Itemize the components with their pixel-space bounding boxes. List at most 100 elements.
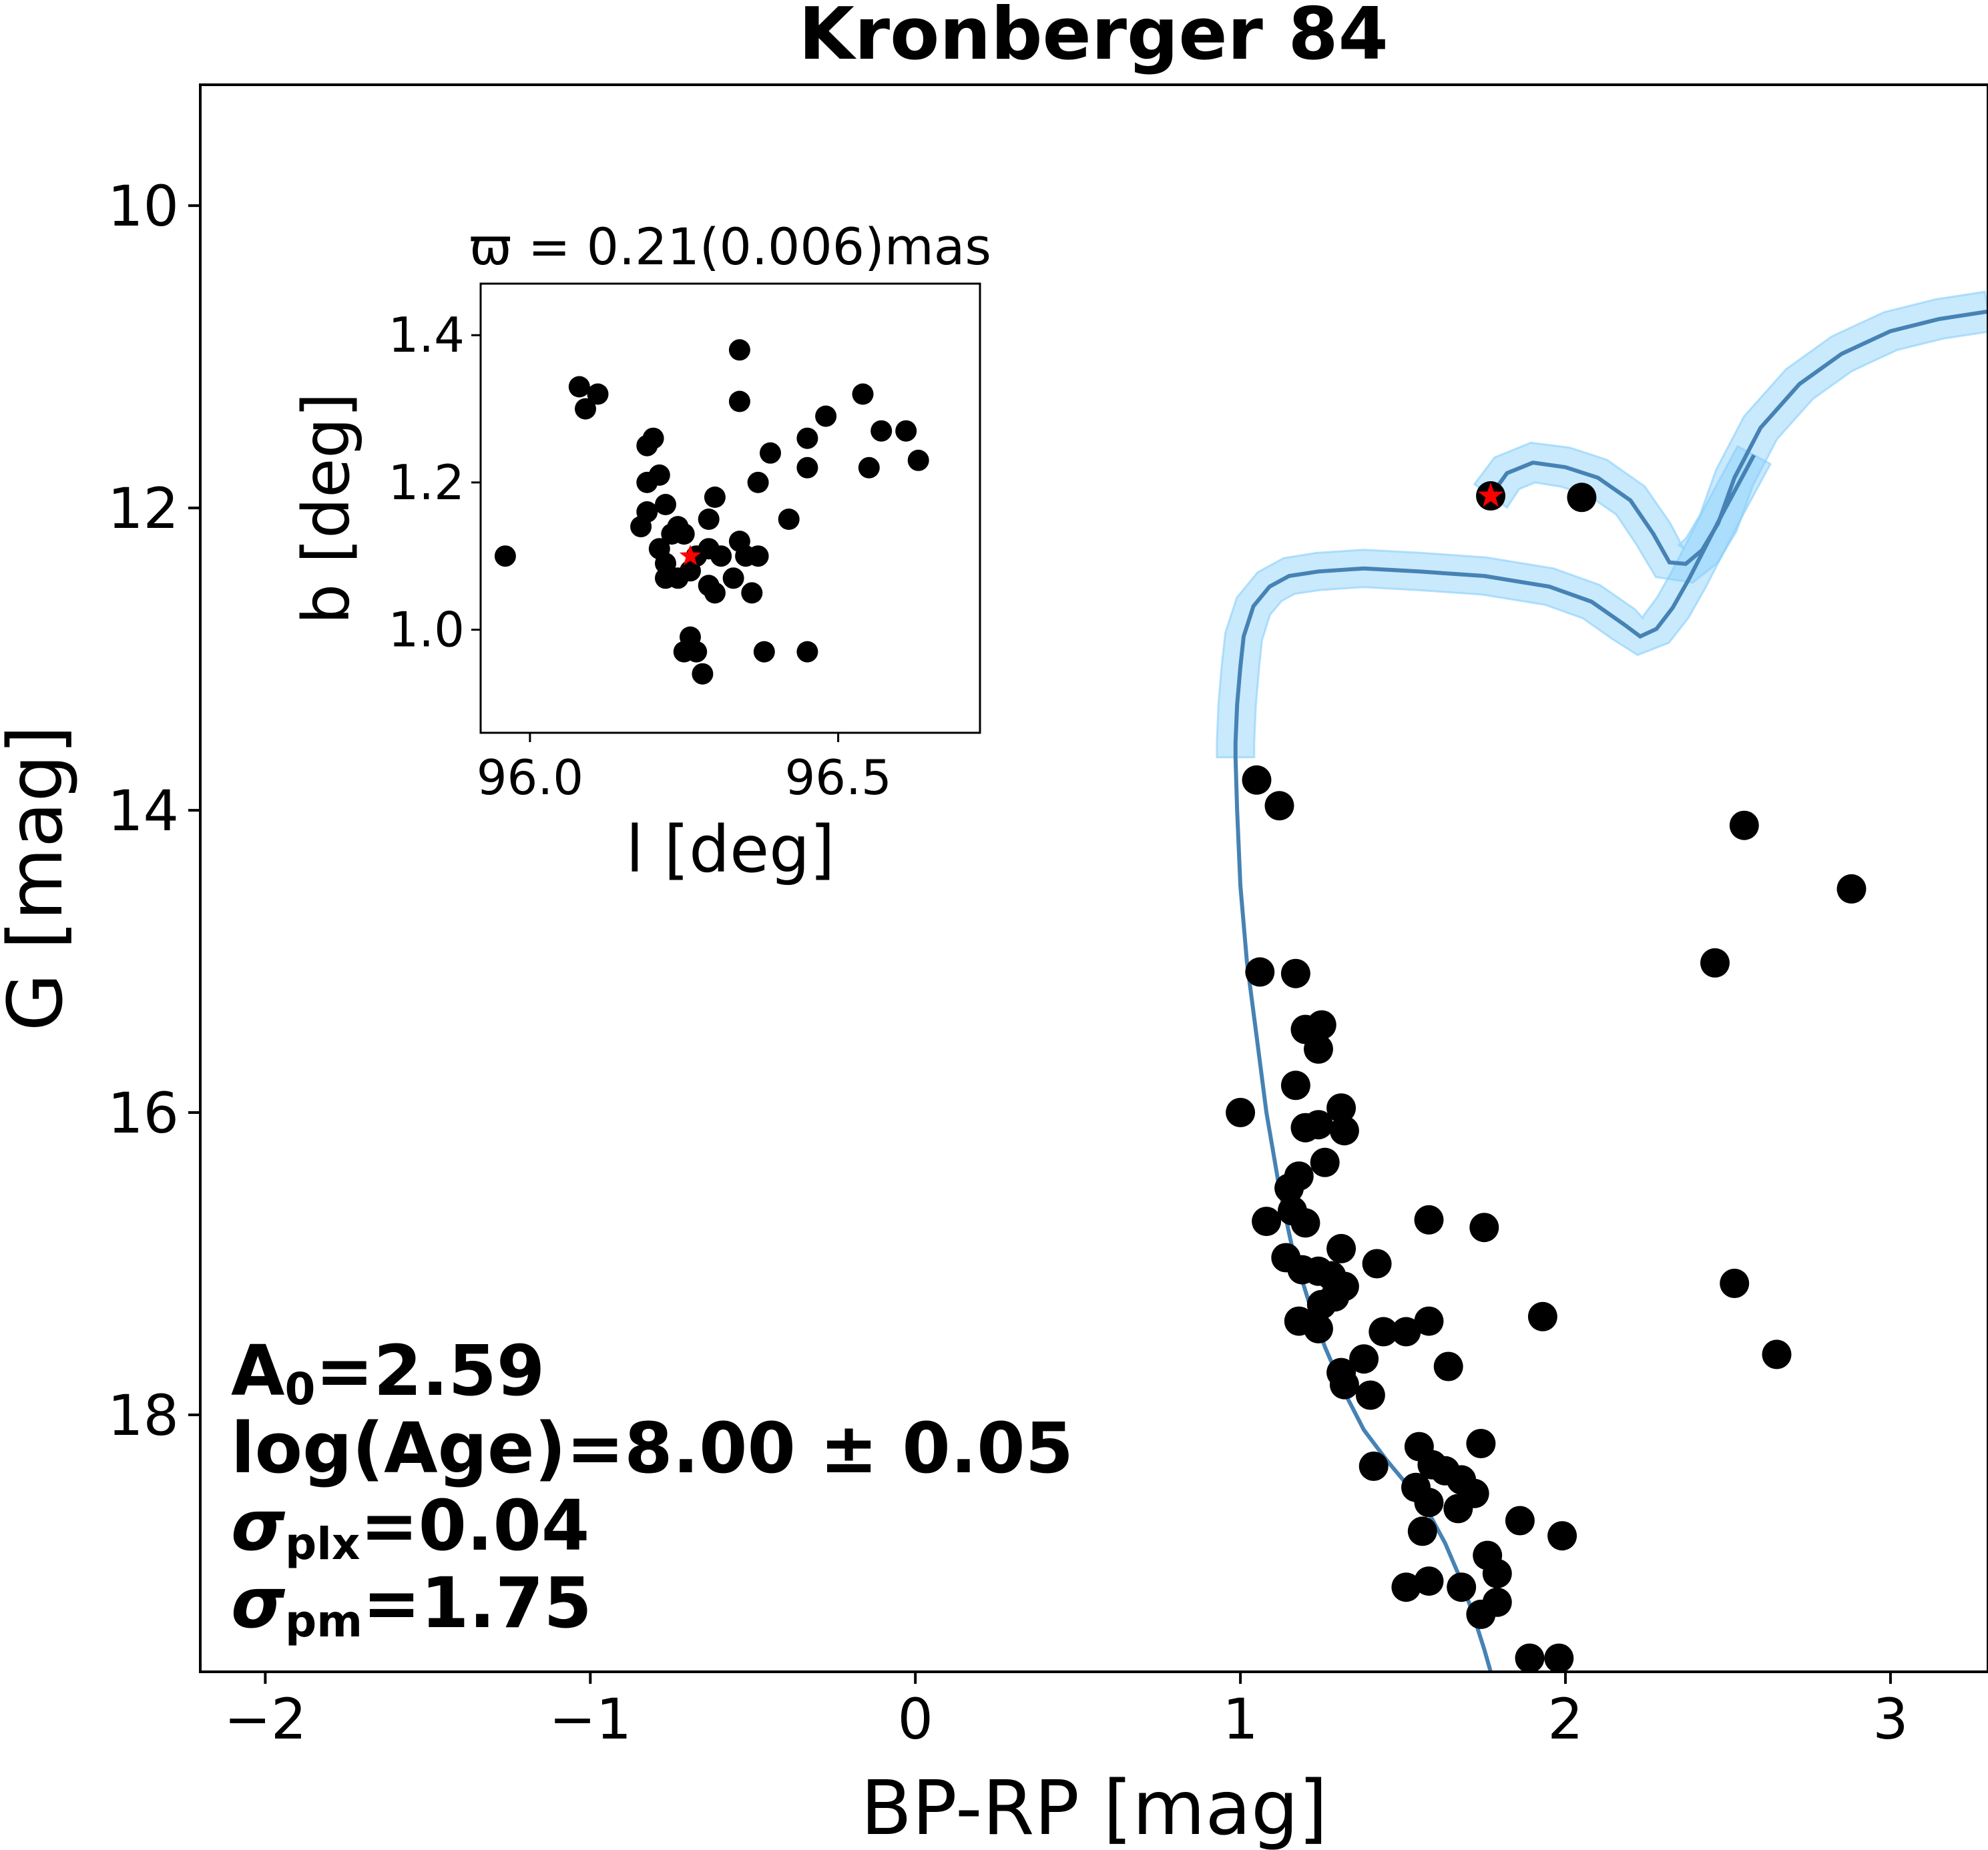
highlighted-star-marker <box>1478 483 1504 507</box>
chart-title: Kronberger 84 <box>798 0 1389 76</box>
inset-data-point <box>704 582 726 604</box>
main-data-point <box>1407 1516 1437 1546</box>
main-data-point <box>1226 1098 1256 1127</box>
main-data-point <box>1329 1271 1359 1301</box>
main-data-point <box>1304 1110 1333 1140</box>
inset-data-point <box>655 494 676 515</box>
main-x-ticks: −2 −1 0 1 2 3 <box>224 1672 1909 1752</box>
isochrone-line <box>1233 454 1756 1672</box>
main-x-tick-label: 0 <box>897 1686 933 1752</box>
main-x-tick-label: 2 <box>1547 1686 1583 1752</box>
annotation-age: log(Age)=8.00 ± 0.05 <box>231 1408 1073 1489</box>
inset-y-tick-label: 1.0 <box>388 602 465 658</box>
main-data-point <box>1544 1643 1574 1672</box>
main-y-tick-label: 18 <box>107 1383 179 1448</box>
main-data-point <box>1447 1572 1477 1602</box>
inset-data-point <box>747 471 769 493</box>
inset-data-point <box>587 383 609 405</box>
main-x-tick-label: 3 <box>1873 1686 1908 1752</box>
main-data-point <box>1306 1010 1336 1040</box>
main-data-point <box>1729 810 1759 840</box>
inset-data-point <box>630 516 652 538</box>
main-y-tick-label: 10 <box>107 174 179 239</box>
inset-axes-frame <box>479 282 981 734</box>
main-data-point <box>1369 1317 1399 1347</box>
main-data-point <box>1527 1301 1557 1331</box>
main-data-point <box>1304 1034 1333 1064</box>
main-data-point <box>1310 1147 1340 1177</box>
main-data-point <box>1433 1351 1463 1381</box>
inset-data-point <box>796 456 818 479</box>
main-data-point <box>1326 1233 1356 1263</box>
annotation-sigma-pm: σpm=1.75 <box>231 1562 592 1647</box>
main-data-point <box>1469 1213 1499 1243</box>
inset-data-point <box>747 545 769 567</box>
main-x-tick-label: 1 <box>1222 1686 1258 1752</box>
inset-data-point <box>710 545 732 567</box>
main-data-point <box>1280 958 1310 988</box>
inset-data-point <box>686 641 708 663</box>
inset-y-tick-label: 1.2 <box>388 454 465 511</box>
inset-data-point <box>728 339 750 361</box>
main-data-point <box>1284 1161 1314 1191</box>
main-data-point <box>1482 1587 1512 1617</box>
inset-data-point <box>636 434 658 456</box>
main-data-point <box>1700 948 1730 978</box>
inset-data-point <box>692 663 714 685</box>
inset-data-point <box>871 420 893 442</box>
inset-x-axis-label: l [deg] <box>626 812 834 887</box>
main-data-point <box>1329 1369 1359 1400</box>
inset-data-point <box>778 509 800 530</box>
main-data-point <box>1466 1429 1496 1458</box>
fit-annotations: A0=2.59 log(Age)=8.00 ± 0.05 σplx=0.04 σ… <box>231 1330 1073 1647</box>
inset-data-point <box>852 383 874 405</box>
inset-data-point <box>741 582 763 604</box>
main-data-point <box>1414 1488 1444 1518</box>
main-data-point <box>1242 765 1272 795</box>
main-x-tick-label: −1 <box>549 1686 632 1752</box>
inset-title: ϖ = 0.21(0.006)mas <box>469 217 991 276</box>
inset-x-ticks: 96.0 96.5 <box>477 733 892 806</box>
main-data-point <box>1762 1339 1792 1369</box>
main-data-point <box>1720 1269 1750 1298</box>
inset-data-point <box>796 427 818 449</box>
inset-data-point <box>655 553 676 575</box>
main-data-point <box>1280 1070 1310 1101</box>
main-axes-frame <box>199 83 1988 1673</box>
main-data-point <box>1515 1643 1545 1672</box>
isochrone-band <box>1216 444 1772 759</box>
main-data-point <box>1414 1566 1444 1596</box>
inset-y-axis-label: b [deg] <box>289 392 364 624</box>
main-data-point <box>1547 1521 1577 1551</box>
isochrone-upper-band <box>1473 290 1988 584</box>
inset-data-point <box>698 509 720 530</box>
inset-x-tick-label: 96.5 <box>784 749 891 806</box>
main-data-point <box>1245 957 1275 987</box>
inset-data-point <box>722 567 744 589</box>
main-y-axis-label: G [mag] <box>0 725 79 1032</box>
inset-data-point <box>673 523 695 545</box>
main-data-point <box>1836 874 1867 904</box>
annotation-sigma-plx: σplx=0.04 <box>231 1485 589 1570</box>
inset-data-point <box>796 641 818 663</box>
main-x-axis-label: BP-RP [mag] <box>860 1765 1328 1850</box>
inset-data-point <box>704 487 726 508</box>
main-data-point <box>1326 1093 1356 1123</box>
inset-x-tick-label: 96.0 <box>477 749 583 806</box>
main-data-point <box>1567 483 1597 513</box>
main-y-ticks: 10 12 14 16 18 <box>107 174 200 1448</box>
inset-data-point <box>575 398 596 420</box>
main-data-point <box>1358 1452 1389 1481</box>
main-data-point <box>1252 1207 1282 1237</box>
main-data-point <box>1391 1572 1421 1602</box>
main-data-point <box>1362 1249 1392 1279</box>
main-data-point <box>1391 1317 1421 1347</box>
main-data-point <box>1304 1313 1333 1343</box>
annotation-extinction: A0=2.59 <box>231 1330 545 1415</box>
main-data-point <box>1349 1344 1379 1374</box>
inset-scatter-points <box>494 339 929 685</box>
isochrone-upper-line <box>1489 309 1988 566</box>
main-data-point <box>1505 1506 1535 1536</box>
